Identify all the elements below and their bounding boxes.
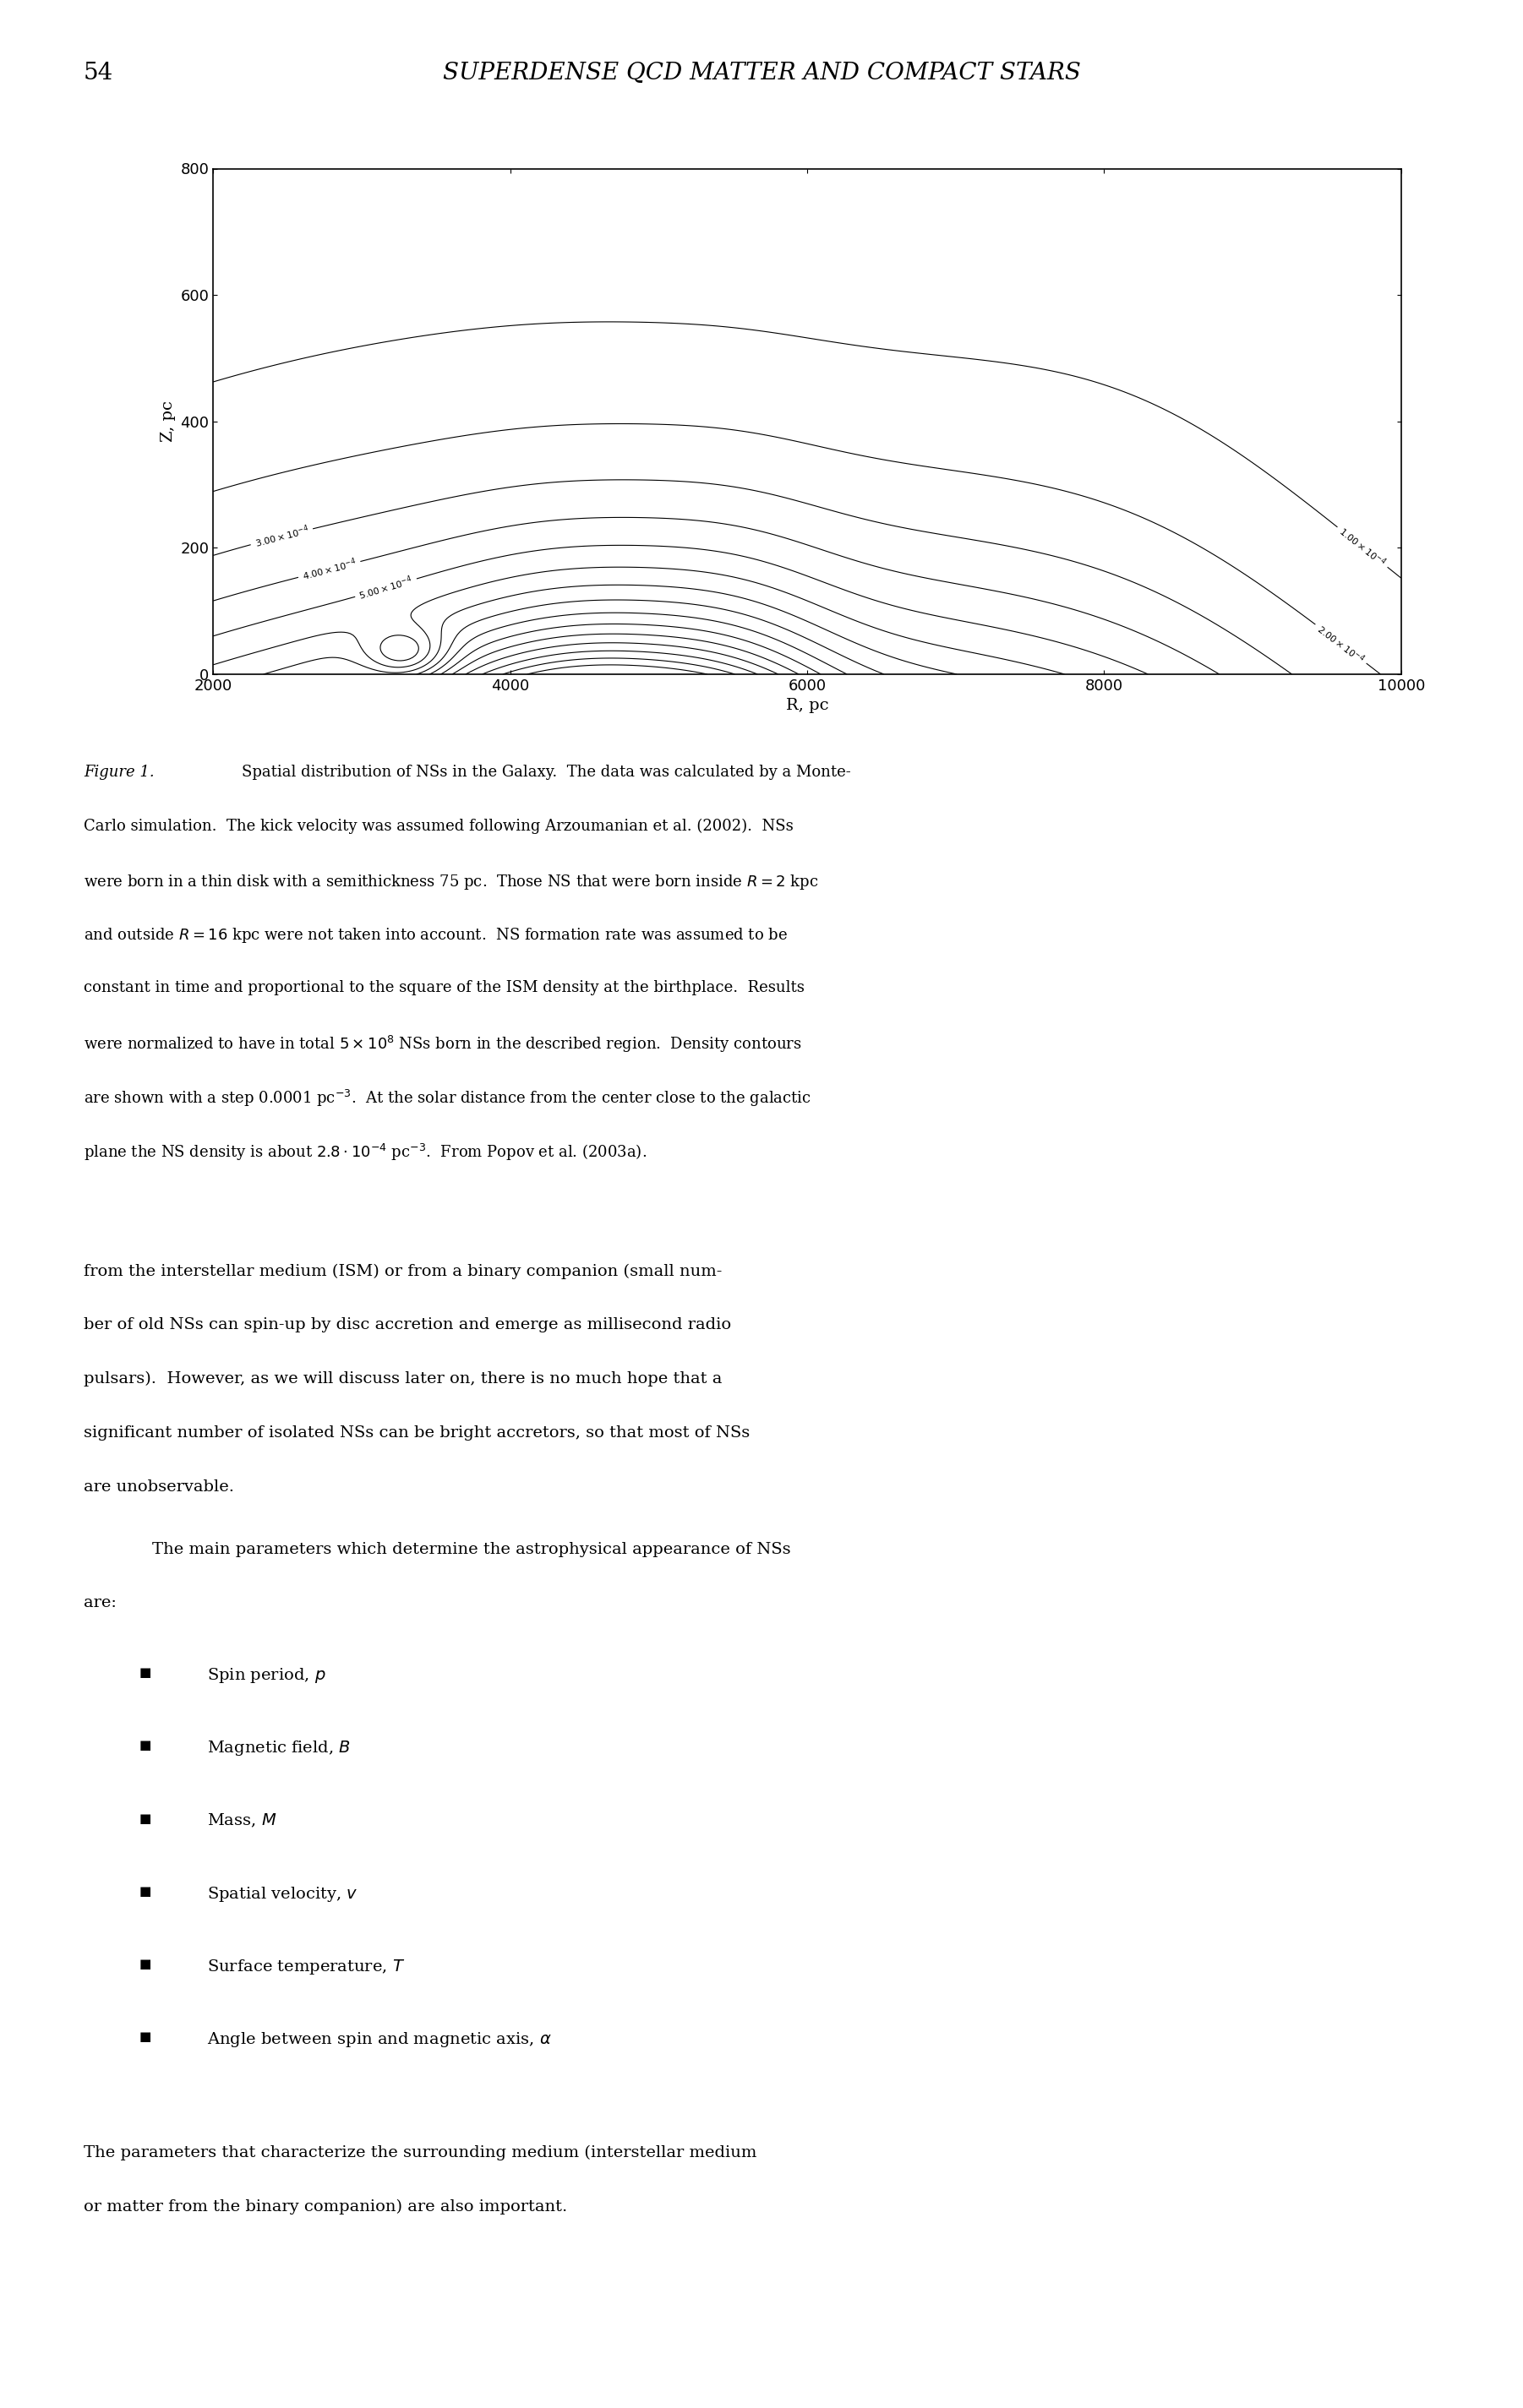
Text: SUPERDENSE QCD MATTER AND COMPACT STARS: SUPERDENSE QCD MATTER AND COMPACT STARS: [443, 63, 1080, 84]
Text: were born in a thin disk with a semithickness 75 pc.  Those NS that were born in: were born in a thin disk with a semithic…: [84, 872, 819, 891]
Text: pulsars).  However, as we will discuss later on, there is no much hope that a: pulsars). However, as we will discuss la…: [84, 1373, 722, 1387]
X-axis label: R, pc: R, pc: [786, 698, 829, 713]
Text: and outside $R = 16$ kpc were not taken into account.  NS formation rate was ass: and outside $R = 16$ kpc were not taken …: [84, 927, 787, 944]
Text: ber of old NSs can spin-up by disc accretion and emerge as millisecond radio: ber of old NSs can spin-up by disc accre…: [84, 1317, 731, 1332]
Text: $\blacksquare$: $\blacksquare$: [139, 1666, 151, 1681]
Text: $2.00\times10^{-4}$: $2.00\times10^{-4}$: [1314, 621, 1368, 667]
Text: are:: are:: [84, 1597, 117, 1611]
Text: $\blacksquare$: $\blacksquare$: [139, 1958, 151, 1972]
Text: $3.00\times10^{-4}$: $3.00\times10^{-4}$: [253, 523, 311, 549]
Text: $1.00\times10^{-4}$: $1.00\times10^{-4}$: [1336, 525, 1389, 571]
Text: are shown with a step 0.0001 pc$^{-3}$.  At the solar distance from the center c: are shown with a step 0.0001 pc$^{-3}$. …: [84, 1088, 812, 1108]
Text: constant in time and proportional to the square of the ISM density at the birthp: constant in time and proportional to the…: [84, 980, 804, 995]
Text: plane the NS density is about $2.8 \cdot 10^{-4}$ pc$^{-3}$.  From Popov et al. : plane the NS density is about $2.8 \cdot…: [84, 1141, 647, 1163]
Text: or matter from the binary companion) are also important.: or matter from the binary companion) are…: [84, 2199, 568, 2215]
Text: were normalized to have in total $5 \times 10^8$ NSs born in the described regio: were normalized to have in total $5 \tim…: [84, 1035, 803, 1055]
Text: Angle between spin and magnetic axis, $\alpha$: Angle between spin and magnetic axis, $\…: [207, 2030, 551, 2049]
Text: $\blacksquare$: $\blacksquare$: [139, 1739, 151, 1753]
Y-axis label: Z, pc: Z, pc: [160, 400, 175, 443]
Text: are unobservable.: are unobservable.: [84, 1479, 235, 1495]
Text: Spatial distribution of NSs in the Galaxy.  The data was calculated by a Monte-: Spatial distribution of NSs in the Galax…: [241, 766, 850, 780]
Text: $4.00\times10^{-4}$: $4.00\times10^{-4}$: [300, 556, 358, 583]
Text: significant number of isolated NSs can be bright accretors, so that most of NSs: significant number of isolated NSs can b…: [84, 1426, 749, 1440]
Text: Magnetic field, $B$: Magnetic field, $B$: [207, 1739, 350, 1758]
Text: The main parameters which determine the astrophysical appearance of NSs: The main parameters which determine the …: [152, 1541, 790, 1558]
Text: 54: 54: [84, 63, 114, 84]
Text: Carlo simulation.  The kick velocity was assumed following Arzoumanian et al. (2: Carlo simulation. The kick velocity was …: [84, 819, 793, 833]
Text: Mass, $M$: Mass, $M$: [207, 1811, 277, 1830]
Text: $\blacksquare$: $\blacksquare$: [139, 1811, 151, 1825]
Text: Surface temperature, $T$: Surface temperature, $T$: [207, 1958, 405, 1977]
Text: $\blacksquare$: $\blacksquare$: [139, 1885, 151, 1898]
Text: Figure 1.: Figure 1.: [84, 766, 154, 780]
Text: $5.00\times10^{-4}$: $5.00\times10^{-4}$: [358, 573, 414, 602]
Text: Spin period, $p$: Spin period, $p$: [207, 1666, 326, 1686]
Text: from the interstellar medium (ISM) or from a binary companion (small num-: from the interstellar medium (ISM) or fr…: [84, 1264, 722, 1279]
Text: The parameters that characterize the surrounding medium (interstellar medium: The parameters that characterize the sur…: [84, 2146, 757, 2160]
Text: $\blacksquare$: $\blacksquare$: [139, 2030, 151, 2044]
Text: Spatial velocity, $v$: Spatial velocity, $v$: [207, 1885, 358, 1902]
